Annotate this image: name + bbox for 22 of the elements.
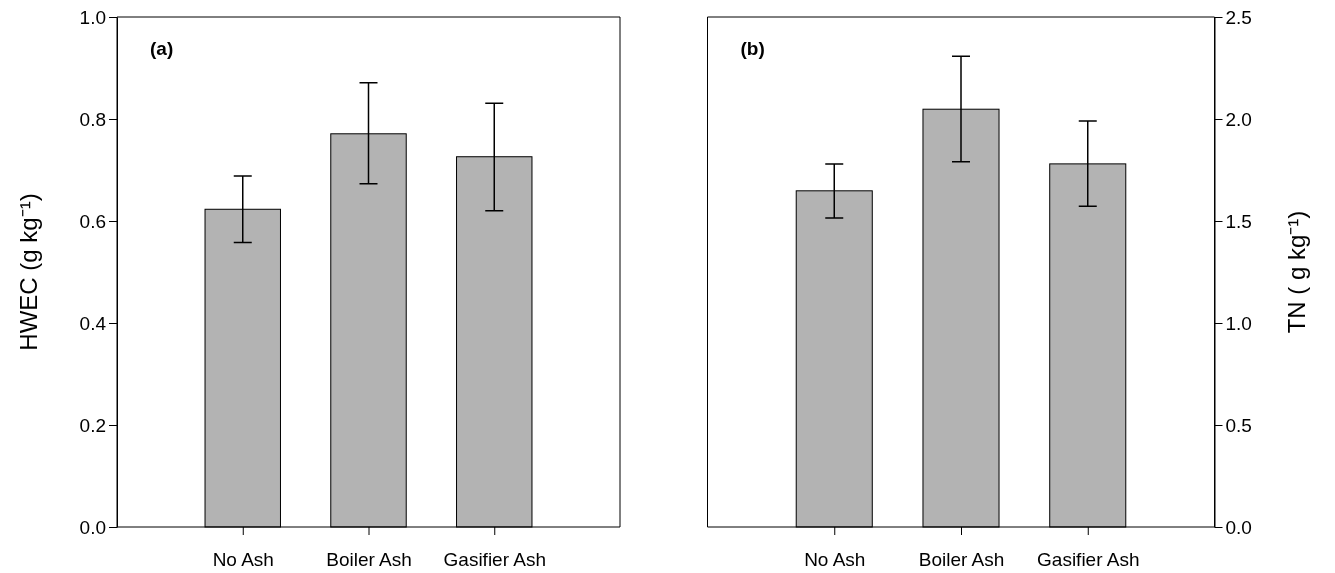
x-tick-label: Boiler Ash: [918, 549, 1004, 571]
text: (b): [740, 38, 765, 59]
y2-tick-label: 1.0: [1225, 312, 1252, 334]
y-tick-label: 0.8: [79, 108, 106, 130]
y2-tick-label: 2.5: [1225, 6, 1252, 28]
x-tick-label: Boiler Ash: [326, 549, 412, 571]
y2-tick-label: 2.0: [1225, 108, 1252, 130]
y-tick-label: 0.0: [79, 516, 106, 538]
y2-axis-title: TN ( g kg⁻¹): [1282, 210, 1309, 334]
text: (a): [150, 38, 174, 59]
y2-tick-label: 0.0: [1225, 516, 1252, 538]
x-tick-label: Gasifier Ash: [443, 549, 546, 571]
x-tick-label: No Ash: [803, 549, 865, 571]
x-tick-label: No Ash: [212, 549, 274, 571]
y2-tick-label: 0.5: [1225, 414, 1252, 436]
y-tick-label: 0.4: [79, 312, 107, 334]
y-tick-label: 0.2: [79, 414, 106, 436]
x-tick-label: Gasifier Ash: [1036, 549, 1139, 571]
y-axis-title: HWEC (g kg⁻¹): [15, 193, 42, 351]
y2-tick-label: 1.5: [1225, 210, 1252, 232]
y-tick-label: 0.6: [79, 210, 106, 232]
y-tick-label: 1.0: [79, 6, 106, 28]
